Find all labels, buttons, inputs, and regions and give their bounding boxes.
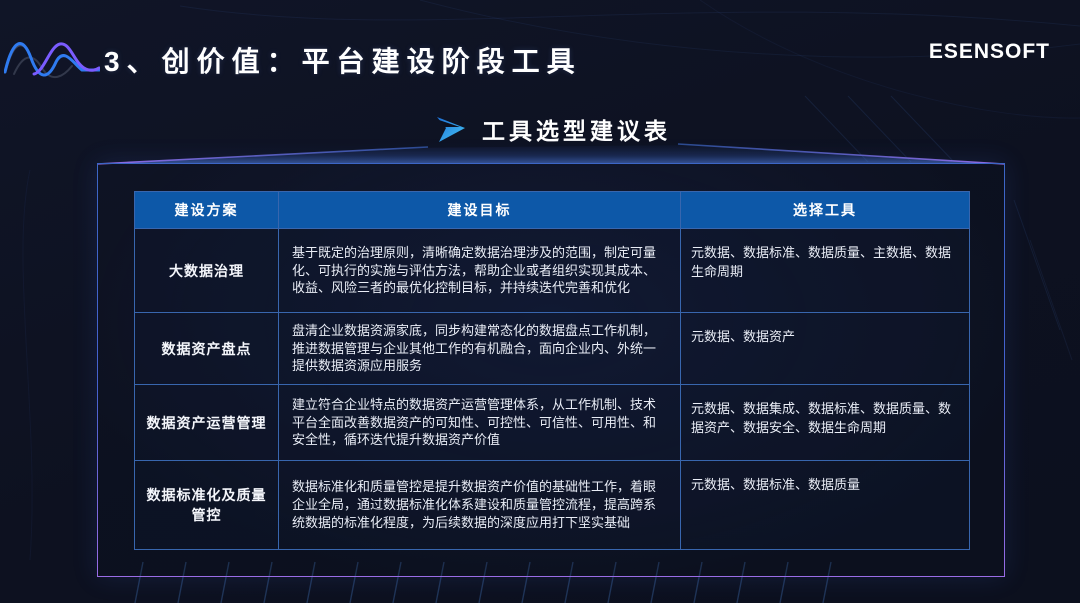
page-title: 3、创价值：平台建设阶段工具 [104,46,582,77]
brand-logo: ESENSOFT [928,40,1050,63]
goal-cell: 盘清企业数据资源家底，同步构建常态化的数据盘点工作机制，推进数据管理与企业其他工… [278,312,681,385]
section-heading-row: 工具选型建议表 [436,112,671,146]
column-header-plan: 建设方案 [134,191,279,229]
tools-cell: 元数据、数据标准、数据质量 [680,460,970,550]
table-header-row: 建设方案 建设目标 选择工具 [134,191,970,229]
tools-cell: 元数据、数据资产 [680,312,970,385]
plan-cell: 数据标准化及质量管控 [134,460,279,550]
tools-table: 建设方案 建设目标 选择工具 大数据治理 基于既定的治理原则，清晰确定数据治理涉… [134,191,970,550]
column-header-goal: 建设目标 [278,191,681,229]
goal-cell: 数据标准化和质量管控是提升数据资产价值的基础性工作，着眼企业全局，通过数据标准化… [278,460,681,550]
waveform-logo-icon [4,42,100,79]
plan-cell: 数据资产盘点 [134,312,279,385]
table-row: 大数据治理 基于既定的治理原则，清晰确定数据治理涉及的范围，制定可量化、可执行的… [134,228,970,313]
plan-cell: 数据资产运营管理 [134,384,279,461]
tools-cell: 元数据、数据标准、数据质量、主数据、数据生命周期 [680,228,970,313]
table-row: 数据资产运营管理 建立符合企业特点的数据资产运营管理体系，从工作机制、技术平台全… [134,384,970,461]
section-heading: 工具选型建议表 [482,118,671,144]
stage-panel: 建设方案 建设目标 选择工具 大数据治理 基于既定的治理原则，清晰确定数据治理涉… [97,163,1005,577]
goal-cell: 基于既定的治理原则，清晰确定数据治理涉及的范围，制定可量化、可执行的实施与评估方… [278,228,681,313]
tools-cell: 元数据、数据集成、数据标准、数据质量、数据资产、数据安全、数据生命周期 [680,384,970,461]
column-header-tools: 选择工具 [680,191,970,229]
arrow-right-icon [437,116,465,142]
table-row: 数据资产盘点 盘清企业数据资源家底，同步构建常态化的数据盘点工作机制，推进数据管… [134,312,970,385]
goal-cell: 建立符合企业特点的数据资产运营管理体系，从工作机制、技术平台全面改善数据资产的可… [278,384,681,461]
plan-cell: 大数据治理 [134,228,279,313]
table-row: 数据标准化及质量管控 数据标准化和质量管控是提升数据资产价值的基础性工作，着眼企… [134,460,970,550]
